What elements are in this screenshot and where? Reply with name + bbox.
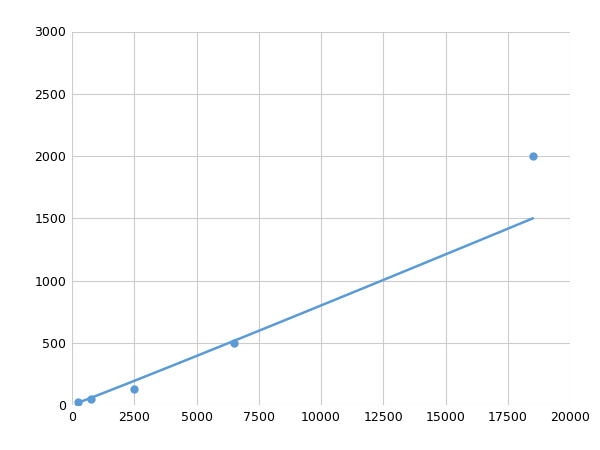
Point bbox=[73, 398, 83, 405]
Point bbox=[86, 395, 95, 402]
Point bbox=[528, 153, 538, 160]
Point bbox=[229, 339, 239, 346]
Point bbox=[130, 386, 139, 393]
